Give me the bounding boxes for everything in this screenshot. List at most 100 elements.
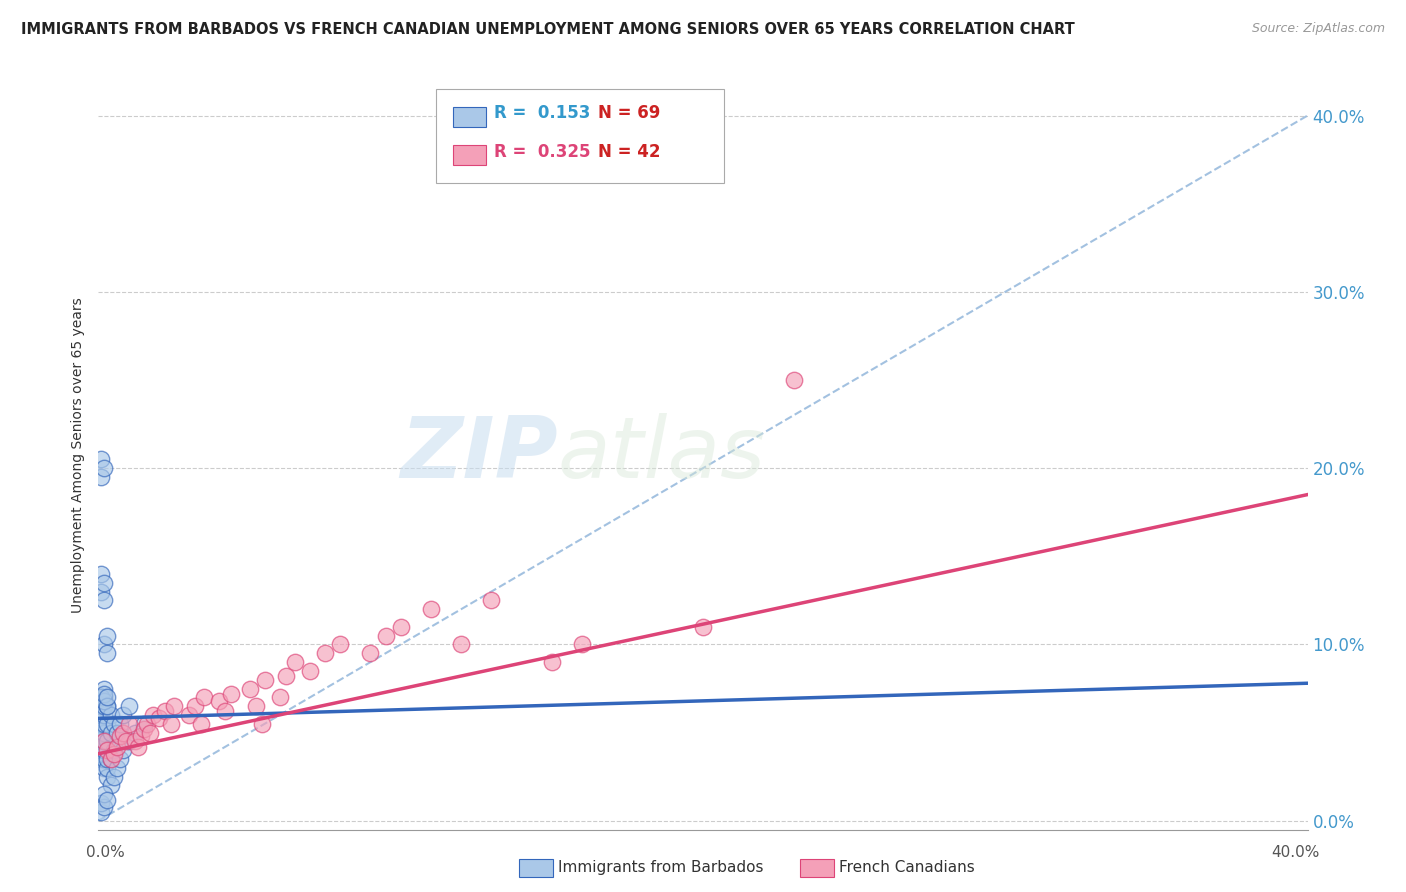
Point — [111, 725, 134, 739]
Point — [124, 725, 146, 739]
Point — [96, 629, 118, 643]
Point — [93, 699, 115, 714]
Point — [93, 708, 115, 723]
Point — [90, 452, 112, 467]
Point — [93, 461, 115, 475]
Point — [221, 687, 243, 701]
Point — [124, 734, 146, 748]
Text: N = 42: N = 42 — [598, 143, 659, 161]
Point — [127, 739, 149, 754]
Text: atlas: atlas — [558, 413, 766, 497]
Point — [90, 470, 112, 484]
Point — [184, 699, 207, 714]
Point — [90, 796, 112, 810]
Text: IMMIGRANTS FROM BARBADOS VS FRENCH CANADIAN UNEMPLOYMENT AMONG SENIORS OVER 65 Y: IMMIGRANTS FROM BARBADOS VS FRENCH CANAD… — [21, 22, 1074, 37]
Point — [420, 602, 443, 616]
Point — [374, 629, 396, 643]
Point — [90, 752, 112, 766]
Point — [193, 690, 215, 705]
Point — [93, 725, 115, 739]
Point — [389, 620, 412, 634]
Point — [93, 681, 115, 696]
Point — [100, 708, 122, 723]
Point — [692, 620, 714, 634]
Point — [96, 792, 118, 806]
Point — [450, 637, 472, 651]
Point — [360, 646, 382, 660]
Text: R =  0.153: R = 0.153 — [494, 104, 591, 122]
Point — [93, 637, 115, 651]
Point — [93, 761, 115, 775]
Text: 40.0%: 40.0% — [1271, 845, 1320, 860]
Point — [111, 708, 134, 723]
Point — [299, 664, 322, 678]
Point — [90, 716, 112, 731]
Point — [132, 722, 155, 736]
Point — [105, 739, 128, 754]
Point — [118, 734, 141, 748]
Point — [253, 673, 276, 687]
Point — [105, 761, 128, 775]
Point — [90, 584, 112, 599]
Point — [314, 646, 336, 660]
Text: ZIP: ZIP — [401, 413, 558, 497]
Point — [783, 373, 806, 387]
Point — [153, 705, 176, 719]
Point — [132, 716, 155, 731]
Point — [96, 690, 118, 705]
Point — [96, 752, 118, 766]
Text: R =  0.325: R = 0.325 — [494, 143, 591, 161]
Point — [214, 705, 236, 719]
Point — [96, 716, 118, 731]
Point — [90, 708, 112, 723]
Point — [129, 729, 152, 743]
Point — [103, 716, 125, 731]
Point — [90, 699, 112, 714]
Point — [135, 716, 157, 731]
Text: N = 69: N = 69 — [598, 104, 659, 122]
Text: 0.0%: 0.0% — [86, 845, 125, 860]
Point — [239, 681, 262, 696]
Point — [329, 637, 352, 651]
Point — [118, 716, 141, 731]
Point — [100, 779, 122, 793]
Point — [90, 734, 112, 748]
Point — [93, 734, 115, 748]
Point — [93, 690, 115, 705]
Point — [90, 690, 112, 705]
Point — [96, 743, 118, 757]
Point — [481, 593, 503, 607]
Point — [160, 716, 183, 731]
Point — [93, 694, 115, 708]
Point — [163, 699, 186, 714]
Point — [245, 699, 267, 714]
Point — [190, 716, 212, 731]
Point — [90, 566, 112, 581]
Point — [111, 743, 134, 757]
Point — [96, 646, 118, 660]
Point — [269, 690, 291, 705]
Point — [108, 729, 131, 743]
Point — [179, 708, 201, 723]
Point — [90, 690, 112, 705]
Point — [103, 770, 125, 784]
Text: Immigrants from Barbados: Immigrants from Barbados — [558, 860, 763, 874]
Point — [274, 669, 297, 683]
Point — [96, 770, 118, 784]
Point — [90, 743, 112, 757]
Point — [284, 655, 307, 669]
Point — [90, 725, 112, 739]
Y-axis label: Unemployment Among Seniors over 65 years: Unemployment Among Seniors over 65 years — [72, 297, 86, 613]
Point — [108, 716, 131, 731]
Point — [93, 752, 115, 766]
Point — [93, 575, 115, 590]
Point — [90, 805, 112, 819]
Point — [105, 725, 128, 739]
Point — [93, 799, 115, 814]
Point — [139, 725, 162, 739]
Point — [93, 593, 115, 607]
Point — [103, 743, 125, 757]
Point — [100, 752, 122, 766]
Text: French Canadians: French Canadians — [839, 860, 976, 874]
Point — [93, 687, 115, 701]
